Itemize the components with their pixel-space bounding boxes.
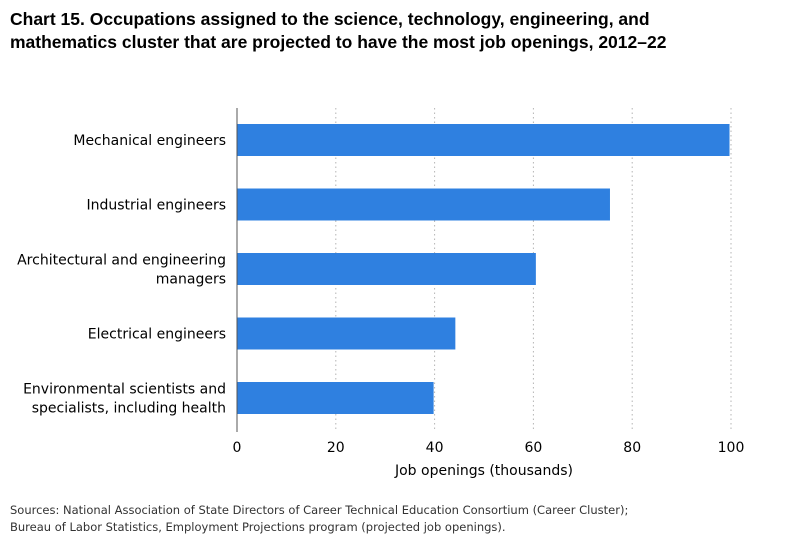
bar-1 bbox=[237, 188, 610, 221]
category-label-3-0: Electrical engineers bbox=[88, 327, 226, 343]
source-note: Sources: National Association of State D… bbox=[10, 502, 800, 536]
category-label-2-1: managers bbox=[156, 272, 226, 288]
bar-2 bbox=[237, 253, 536, 285]
x-tick-0: 0 bbox=[233, 440, 242, 456]
chart-title-line-1: Chart 15. Occupations assigned to the sc… bbox=[10, 9, 650, 29]
x-axis-title: Job openings (thousands) bbox=[394, 463, 573, 479]
chart-title: Chart 15. Occupations assigned to the sc… bbox=[10, 8, 800, 54]
bars bbox=[237, 124, 730, 414]
category-labels: Mechanical engineers Industrial engineers… bbox=[17, 133, 226, 417]
x-tick-40: 40 bbox=[426, 440, 444, 456]
x-tick-60: 60 bbox=[524, 440, 542, 456]
category-label-2-0: Architectural and engineering bbox=[17, 253, 226, 269]
category-label-0-0: Mechanical engineers bbox=[73, 133, 226, 149]
x-tick-80: 80 bbox=[623, 440, 641, 456]
x-tick-100: 100 bbox=[718, 440, 745, 456]
x-tick-labels: 0 20 40 60 80 100 bbox=[233, 440, 745, 456]
bar-4 bbox=[237, 382, 434, 414]
source-line-2: Bureau of Labor Statistics, Employment P… bbox=[10, 520, 506, 534]
source-line-1: Sources: National Association of State D… bbox=[10, 503, 629, 517]
category-label-4-1: specialists, including health bbox=[32, 401, 226, 417]
category-label-4-0: Environmental scientists and bbox=[23, 382, 226, 398]
bar-0 bbox=[237, 124, 730, 156]
chart-title-line-2: mathematics cluster that are projected t… bbox=[10, 32, 667, 52]
bar-3 bbox=[237, 317, 456, 350]
bar-chart: Mechanical engineers Industrial engineers… bbox=[17, 108, 745, 479]
category-label-1-0: Industrial engineers bbox=[86, 198, 226, 214]
x-tick-20: 20 bbox=[327, 440, 345, 456]
